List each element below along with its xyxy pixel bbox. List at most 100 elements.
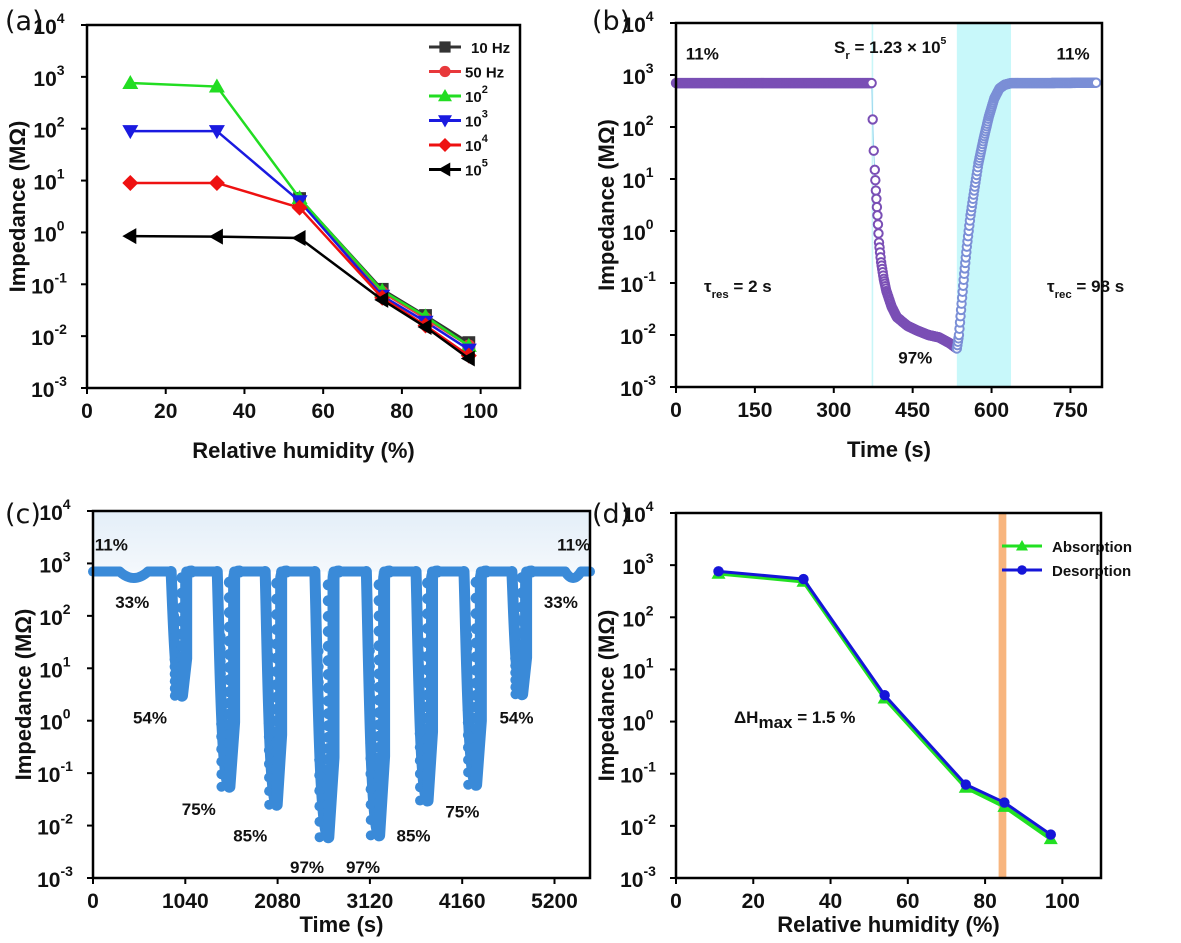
x-tick-label: 3120 [347,890,394,913]
plot-frame [85,23,522,390]
data-point [365,814,376,825]
hysteresis-annotation: ΔHmax = 1.5 % [734,708,855,732]
data-point [374,291,389,308]
annotation-rh: 75% [445,803,479,822]
cycle-recovery [516,565,538,701]
cycle-recovery [270,565,293,811]
data-point [169,611,180,622]
data-point [871,193,882,205]
x-tick-label: 4160 [439,890,486,913]
y-tick-label: 104 [622,8,653,37]
data-point [263,690,274,701]
x-tick-label: 60 [312,400,335,423]
y-tick-label: 10-2 [620,811,656,840]
data-point [414,661,425,672]
x-tick-label: 150 [737,399,772,422]
y-tick-label: 10-3 [31,373,67,402]
x-tick-label: 750 [1053,399,1088,422]
legend-marker [439,65,451,78]
y-tick-label: 102 [622,112,653,141]
x-tick-label: 100 [1045,890,1080,913]
series-10-hz [293,192,476,350]
y-axis-title: Impedance (MΩ) [594,119,619,291]
data-point [365,676,376,687]
data-point [314,770,325,781]
data-point [867,114,878,125]
x-tick-label: 0 [87,890,99,913]
y-axis-title: Impedance (MΩ) [5,121,30,293]
y-tick-label: 10-2 [37,811,73,840]
legend-marker [1017,565,1027,575]
data-point [462,717,473,728]
data-point [365,799,376,810]
data-point [365,691,376,702]
panel-c: 0 1040 2080 3120 4160 5200 10-3 10-2 10-1 100 101 1… [5,496,595,937]
y-tick-label: 103 [39,548,70,577]
annotation-rh: 97% [898,349,932,368]
annotation-rh: 11% [686,44,719,63]
data-point [291,230,306,247]
y-tick-label: 104 [33,10,64,39]
data-point [314,785,325,796]
data-point [216,769,227,780]
x-tick-label: 0 [670,890,682,913]
annotation-rh: 33% [115,593,149,612]
annotation-rh: 97% [290,858,324,877]
data-point [364,661,375,672]
y-tick-label: 102 [622,602,653,631]
series-10-4-hz [122,174,477,364]
series-line [718,571,1052,841]
cycle-recovery [421,565,444,807]
y-tick-label: 101 [39,653,70,682]
x-tick-label: 40 [233,400,256,423]
data-point [263,650,274,661]
legend-marker [438,138,452,152]
annotation-rh: 11% [1057,44,1090,63]
data-point [216,756,227,767]
data-point [365,738,376,749]
x-tick-label: 80 [390,400,413,423]
legend-marker [438,89,452,102]
annotation-rh: 75% [182,800,216,819]
data-point [873,228,884,239]
data-point [313,723,324,734]
data-point [509,610,520,621]
cycle-recovery [175,565,198,702]
data-point [313,692,324,703]
panel-label: (c) [5,499,41,530]
panel-d: Absorption Desorption 0 20 40 60 80 100 10-3 10-2… [592,498,1132,937]
cycle-recovery [470,565,493,791]
series-10-5-hz [122,228,475,367]
data-point [871,201,883,213]
sensitivity-annotation: Sr = 1.23 × 105 [834,36,947,62]
legend-marker [439,41,451,53]
data-point [263,636,274,647]
series-line [298,197,470,344]
data-point [462,655,473,666]
legend-marker [438,162,451,177]
data-point [463,754,474,765]
legend-label: 103 [465,109,488,131]
data-point [879,690,890,701]
data-point [462,680,473,691]
data-point [417,319,432,336]
y-tick-label: 10-2 [620,320,656,349]
data-point [216,718,227,729]
y-tick-label: 10-1 [620,268,656,297]
annotation-rh: 11% [557,535,590,554]
data-point [216,706,227,717]
hysteresis-band [998,513,1007,878]
series-line [298,200,470,347]
cycle-recovery [223,565,246,793]
shaded-region [956,23,1012,387]
data-point [314,832,325,843]
series-cycling [88,565,595,844]
x-tick-label: 0 [670,399,682,422]
data-point [462,642,473,653]
legend-label: Absorption [1052,539,1132,556]
legend-label: 105 [465,158,488,180]
data-point [462,730,473,741]
panel-label: (d) [592,499,630,530]
x-tick-label: 100 [463,400,498,423]
data-point [460,350,475,367]
